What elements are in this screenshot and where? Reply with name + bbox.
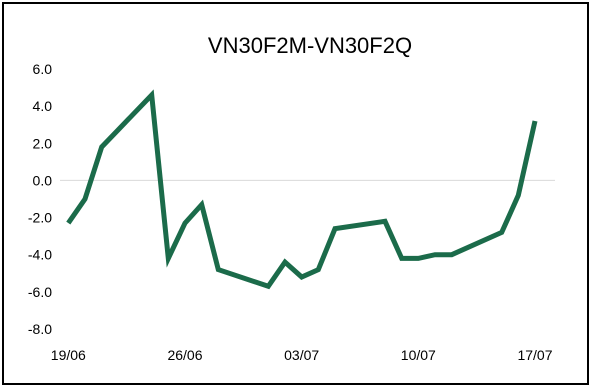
x-tick-label: 03/07 [284, 347, 319, 363]
x-tick-label: 26/06 [167, 347, 202, 363]
x-tick-label: 19/06 [51, 347, 86, 363]
chart-frame [2, 2, 589, 385]
x-axis: 19/06 26/06 03/07 10/07 17/07 [51, 347, 553, 363]
y-tick-label: -8.0 [28, 321, 52, 337]
chart-title: VN30F2M-VN30F2Q [208, 33, 412, 58]
y-tick-label: -4.0 [28, 247, 52, 263]
y-axis: 6.0 4.0 2.0 0.0 -2.0 -4.0 -6.0 -8.0 [28, 61, 52, 337]
y-tick-label: 6.0 [33, 61, 53, 77]
y-tick-label: 2.0 [33, 135, 53, 151]
x-tick-label: 10/07 [401, 347, 436, 363]
series-line [66, 89, 538, 290]
y-tick-label: 0.0 [33, 172, 53, 188]
x-tick-label: 17/07 [517, 347, 552, 363]
y-tick-label: -6.0 [28, 284, 52, 300]
y-tick-label: 4.0 [33, 98, 53, 114]
y-tick-label: -2.0 [28, 210, 52, 226]
